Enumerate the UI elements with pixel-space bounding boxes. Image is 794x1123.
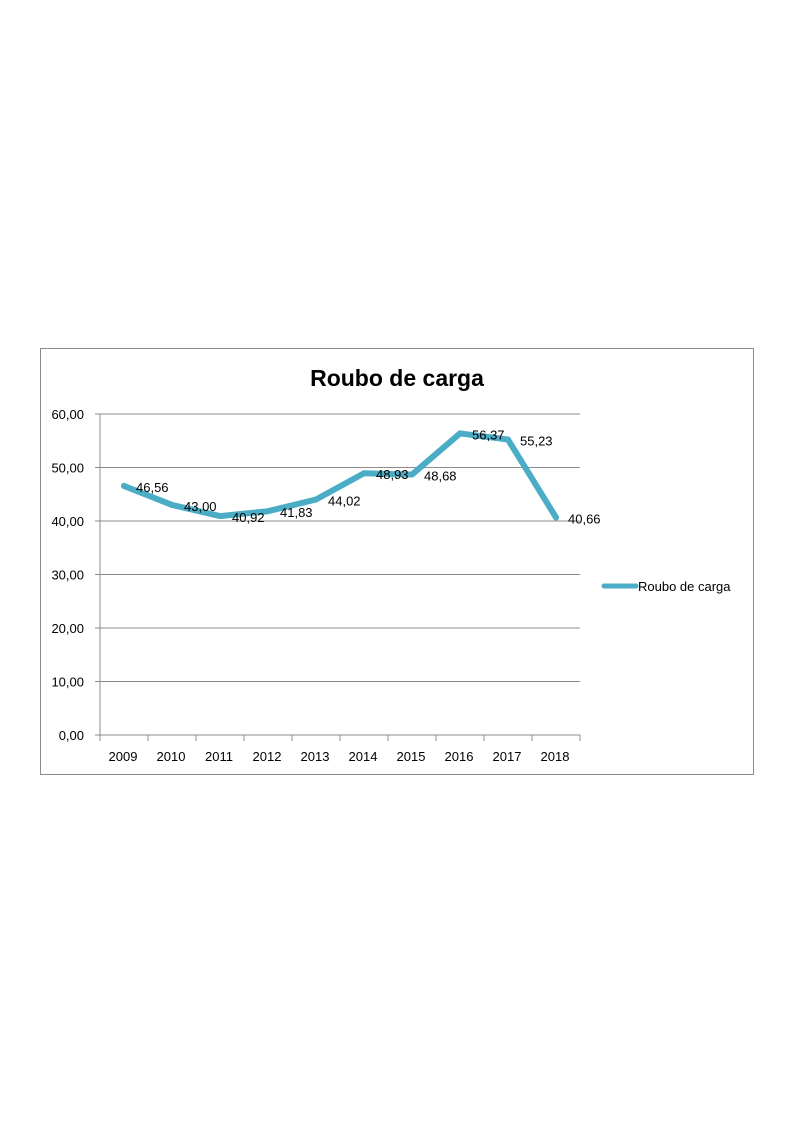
- x-tick-label: 2012: [253, 749, 282, 764]
- y-tick-label: 40,00: [51, 514, 84, 529]
- data-point: [217, 513, 223, 520]
- y-tick-label: 30,00: [51, 568, 84, 583]
- data-point: [361, 470, 367, 477]
- y-tick-label: 60,00: [51, 407, 84, 422]
- data-label: 56,37: [472, 427, 505, 442]
- x-tick-labels: 2009 2010 2011 2012 2013 2014 2015 2016 2017 2018: [109, 749, 570, 764]
- x-tick-label: 2018: [541, 749, 570, 764]
- x-tick-label: 2017: [493, 749, 522, 764]
- legend: Roubo de carga: [601, 579, 731, 594]
- y-tick-labels: 0,00 10,00 20,00 30,00 40,00 50,00 60,00: [51, 407, 84, 743]
- chart-area: [40, 348, 754, 775]
- x-tick-label: 2011: [205, 749, 233, 764]
- data-label: 43,00: [184, 499, 217, 514]
- y-tick-label: 10,00: [51, 675, 84, 690]
- data-label: 41,83: [280, 505, 313, 520]
- data-point: [169, 501, 175, 508]
- legend-label: Roubo de carga: [638, 579, 731, 594]
- series-line-roubo-de-carga: [121, 430, 559, 521]
- data-label: 48,68: [424, 469, 457, 484]
- x-tick-label: 2016: [445, 749, 474, 764]
- data-labels: 46,56 43,00 40,92 41,83 44,02 48,93 48,68 56,37…: [136, 427, 601, 526]
- y-tick-label: 50,00: [51, 461, 84, 476]
- data-label: 40,92: [232, 510, 265, 525]
- data-label: 46,56: [136, 480, 169, 495]
- chart-title: Roubo de carga: [310, 365, 484, 391]
- y-tick-label: 0,00: [59, 728, 84, 743]
- axes: [95, 413, 581, 741]
- gridlines: [100, 413, 580, 682]
- data-label: 55,23: [520, 434, 553, 449]
- x-tick-label: 2010: [157, 749, 186, 764]
- data-point: [409, 471, 415, 478]
- x-tick-label: 2014: [349, 749, 378, 764]
- x-tick-label: 2013: [301, 749, 330, 764]
- data-point: [457, 430, 463, 437]
- data-label: 44,02: [328, 493, 361, 508]
- data-point: [553, 514, 559, 521]
- x-tick-label: 2015: [397, 749, 426, 764]
- data-point: [121, 482, 127, 489]
- y-tick-label: 20,00: [51, 621, 84, 636]
- x-tick-label: 2009: [109, 749, 138, 764]
- data-label: 48,93: [376, 467, 409, 482]
- series-line-group: [121, 430, 559, 521]
- data-point: [505, 436, 511, 443]
- data-point: [313, 496, 319, 503]
- data-label: 40,66: [568, 511, 601, 526]
- data-point: [265, 508, 271, 515]
